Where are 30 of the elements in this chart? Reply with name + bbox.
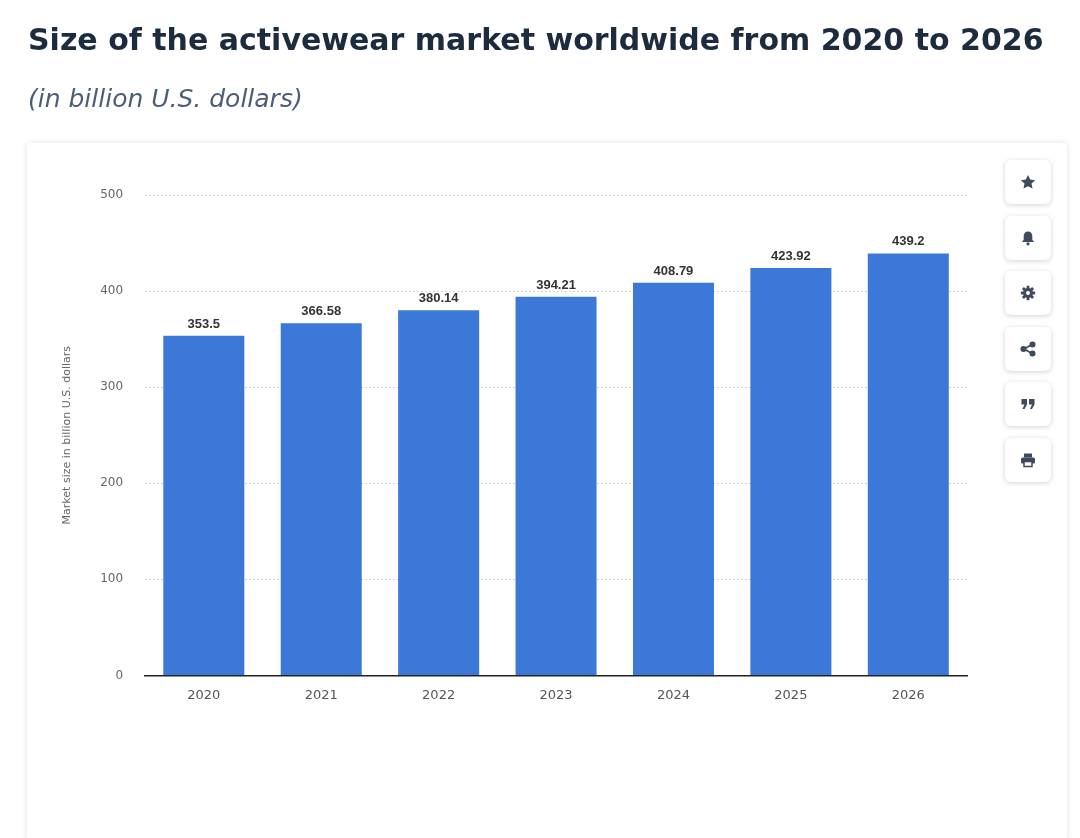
y-tick-label: 200 xyxy=(100,475,124,490)
data-label: 394.21 xyxy=(536,276,576,292)
data-label: 353.5 xyxy=(187,315,221,331)
data-label: 439.2 xyxy=(892,233,925,249)
bar xyxy=(750,268,832,675)
data-label: 408.79 xyxy=(653,262,694,278)
y-axis-title: Market size in billion U.S. dollars xyxy=(60,345,74,525)
bar xyxy=(163,335,245,675)
bar xyxy=(515,296,597,675)
y-tick-label: 500 xyxy=(100,187,124,202)
bar xyxy=(280,323,362,675)
chart-subtitle: (in billion U.S. dollars) xyxy=(28,84,303,113)
x-tick-label: 2022 xyxy=(422,686,456,702)
x-tick-label: 2025 xyxy=(774,686,808,702)
chart-title: Size of the activewear market worldwide from 2020 to 2026 xyxy=(28,22,1044,57)
bar xyxy=(632,282,714,675)
x-tick-label: 2020 xyxy=(187,686,221,702)
x-tick-label: 2024 xyxy=(656,686,691,702)
bar xyxy=(867,253,949,675)
y-tick-label: 300 xyxy=(100,379,124,394)
x-tick-label: 2021 xyxy=(304,686,338,702)
y-tick-label: 0 xyxy=(115,667,124,682)
data-label: 366.58 xyxy=(301,303,342,319)
data-label: 380.14 xyxy=(418,290,460,306)
data-label: 423.92 xyxy=(771,248,811,264)
bar xyxy=(398,310,480,675)
y-tick-label: 100 xyxy=(100,571,124,586)
y-tick-label: 400 xyxy=(100,283,124,298)
x-tick-label: 2023 xyxy=(539,686,573,702)
x-tick-label: 2026 xyxy=(891,686,925,702)
